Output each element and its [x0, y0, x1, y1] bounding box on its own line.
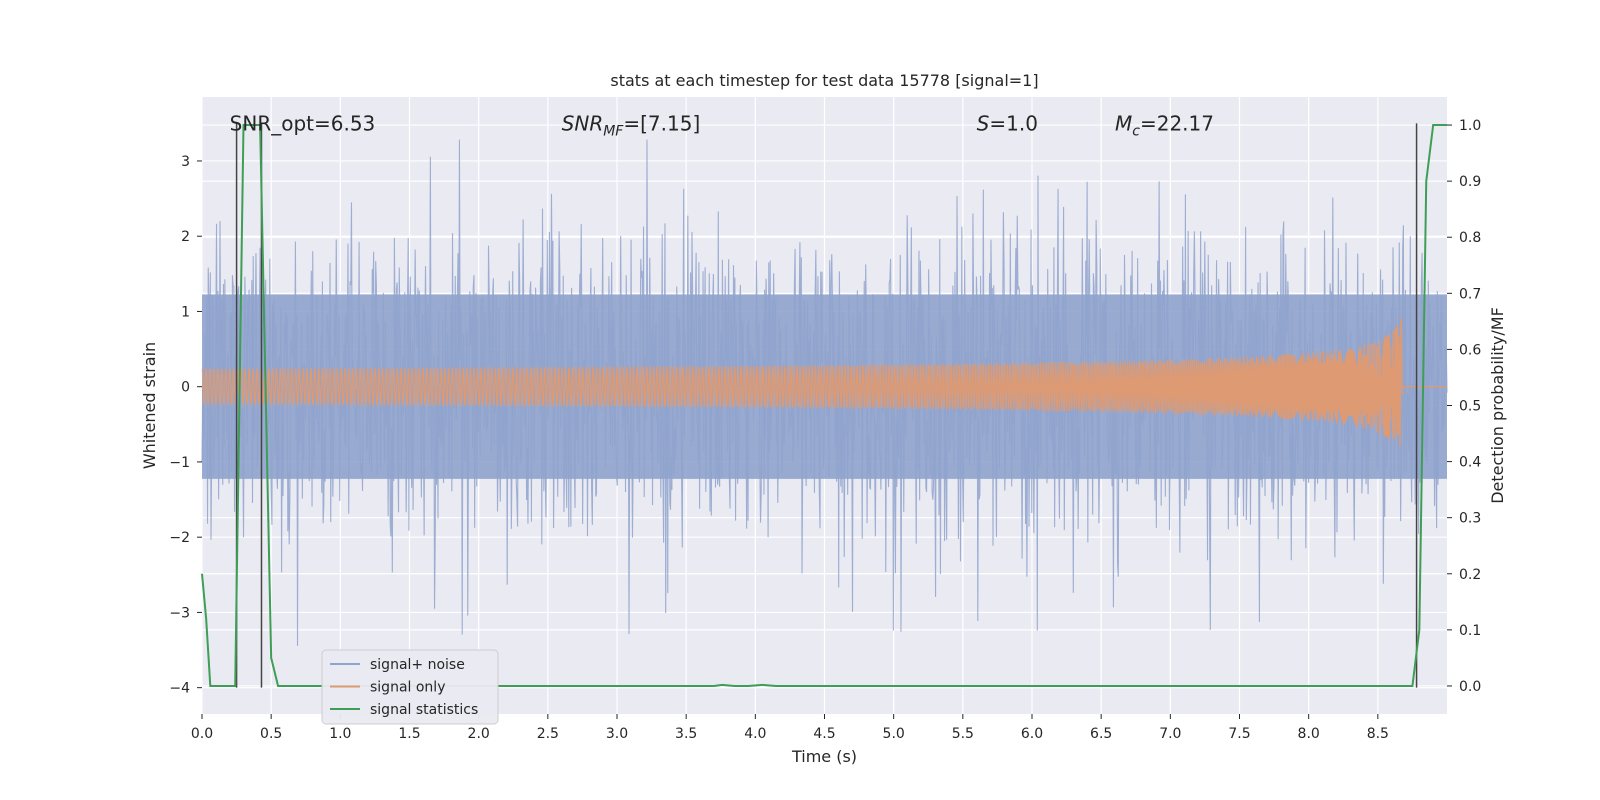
y-right-tick-label: 1.0: [1459, 118, 1481, 134]
annotation-text: Mc=22.17: [1115, 111, 1214, 139]
annotation-text: SNR_opt=6.53: [230, 111, 376, 135]
x-tick-label: 5.5: [952, 726, 974, 742]
line-signal-only: [201, 318, 1447, 447]
y-axis-label: Whitened strain: [140, 342, 159, 469]
x-tick-label: 7.0: [1159, 726, 1181, 742]
y-right-tick-label: 0.6: [1459, 342, 1481, 358]
x-tick-label: 3.0: [606, 726, 628, 742]
x-tick-label: 3.5: [675, 726, 697, 742]
annotations: SNR_opt=6.53 SNRMF=[7.15] S=1.0 Mc=22.17: [230, 111, 1214, 139]
y-right-tick-label: 0.7: [1459, 286, 1481, 302]
legend-label: signal+ noise: [370, 657, 465, 673]
legend-box: [321, 649, 499, 725]
x-tick-label: 6.5: [1090, 726, 1112, 742]
x-tick-label: 7.5: [1228, 726, 1250, 742]
y-right-tick-label: 0.9: [1459, 174, 1481, 190]
x-tick-label: 2.5: [537, 726, 559, 742]
x-tick-label: 1.0: [329, 726, 351, 742]
x-tick-label: 4.5: [813, 726, 835, 742]
y-right-tick-label: 0.1: [1459, 623, 1481, 639]
annotation-text: SNRMF=[7.15]: [562, 111, 701, 139]
x-tick-label: 0.5: [260, 726, 282, 742]
y-right-tick-label: 0.8: [1459, 230, 1481, 246]
line-signal-statistics: [201, 124, 1447, 687]
x-tick-label: 8.5: [1367, 726, 1389, 742]
y-tick-label: 0: [181, 380, 190, 396]
legend-label: signal statistics: [370, 702, 478, 718]
series-signal-only: [201, 318, 1447, 447]
x-tick-label: 6.0: [1021, 726, 1043, 742]
tick-labels: 0.0 0.5 1.0 1.5 2.0 2.5 3.0 3.5 4.0 4.5 5.0 5.5 6.0 6…: [169, 118, 1481, 742]
y-tick-label: 2: [181, 229, 190, 245]
x-tick-label: 0.0: [191, 726, 213, 742]
x-tick-label: 4.0: [744, 726, 766, 742]
series-signal-statistics: [201, 124, 1447, 687]
y-tick-label: 3: [181, 154, 190, 170]
y-tick-label: −3: [169, 605, 190, 621]
y-axis-label-right: Detection probability/MF: [1488, 307, 1507, 504]
y-right-tick-label: 0.5: [1459, 399, 1481, 415]
x-axis-label: Time (s): [791, 747, 857, 766]
chart-title: stats at each timestep for test data 157…: [610, 71, 1038, 90]
y-tick-label: −1: [169, 455, 190, 471]
annotation-text: S=1.0: [977, 111, 1038, 135]
x-tick-label: 5.0: [883, 726, 905, 742]
x-tick-label: 8.0: [1298, 726, 1320, 742]
y-tick-label: −4: [169, 681, 190, 697]
y-tick-label: 1: [181, 304, 190, 320]
y-right-tick-label: 0.0: [1459, 679, 1481, 695]
y-right-tick-label: 0.2: [1459, 567, 1481, 583]
legend: signal+ noise signal only signal statistic…: [321, 649, 499, 725]
x-tick-label: 1.5: [398, 726, 420, 742]
y-right-tick-label: 0.4: [1459, 455, 1481, 471]
y-tick-label: −2: [169, 530, 190, 546]
x-tick-label: 2.0: [468, 726, 490, 742]
legend-label: signal only: [370, 680, 445, 696]
y-right-tick-label: 0.3: [1459, 511, 1481, 527]
